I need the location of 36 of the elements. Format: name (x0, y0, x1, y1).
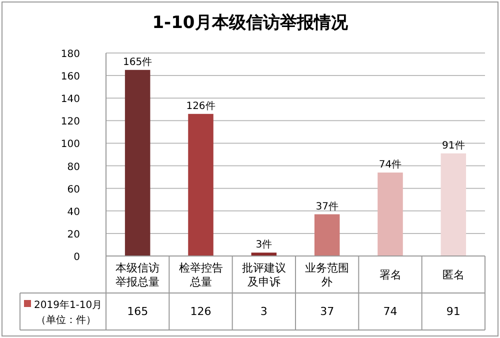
text: 2019年1-10月 (34, 299, 102, 311)
data-label: 37 (320, 305, 334, 318)
annotation: 91件 (442, 140, 465, 152)
data-label: 74 (383, 305, 398, 318)
bar (440, 153, 466, 256)
annotation: 165件 (123, 56, 152, 68)
x-tick-label: 检举控告总量 (178, 262, 223, 288)
y-tick-label: 180 (60, 49, 80, 60)
x-tick-label: 匿名 (442, 268, 464, 282)
text: （单位：件） (36, 314, 96, 326)
data-label: 126 (190, 305, 212, 318)
y-tick-label: 20 (67, 229, 80, 240)
y-tick-label: 0 (74, 252, 80, 263)
annotation: 3件 (256, 240, 272, 251)
y-tick-label: 120 (60, 116, 80, 128)
data-label: 3 (260, 305, 268, 318)
annotation: 74件 (378, 160, 402, 171)
y-tick-label: 100 (60, 139, 80, 150)
annotation: 37件 (316, 201, 338, 212)
y-tick-label: 40 (67, 206, 80, 218)
x-tick-label: 本级信访举报总量 (116, 262, 160, 288)
y-tick-label: 80 (67, 162, 80, 173)
bar (314, 214, 340, 256)
bar (378, 172, 403, 256)
data-label: 91 (446, 305, 460, 318)
y-tick-label: 60 (67, 184, 80, 196)
bar (188, 114, 214, 256)
x-tick-label: 批评建议及申诉 (242, 262, 286, 288)
chart-title: 1-10月本级信访举报情况 (152, 13, 349, 33)
y-tick-label: 160 (60, 72, 80, 83)
annotation: 126件 (186, 100, 216, 112)
data-label: 165 (127, 305, 148, 318)
x-tick-label: 署名 (379, 268, 402, 282)
y-tick-label: 140 (60, 94, 80, 106)
bar (124, 70, 150, 256)
x-tick-label: 业务范围外 (305, 262, 350, 288)
